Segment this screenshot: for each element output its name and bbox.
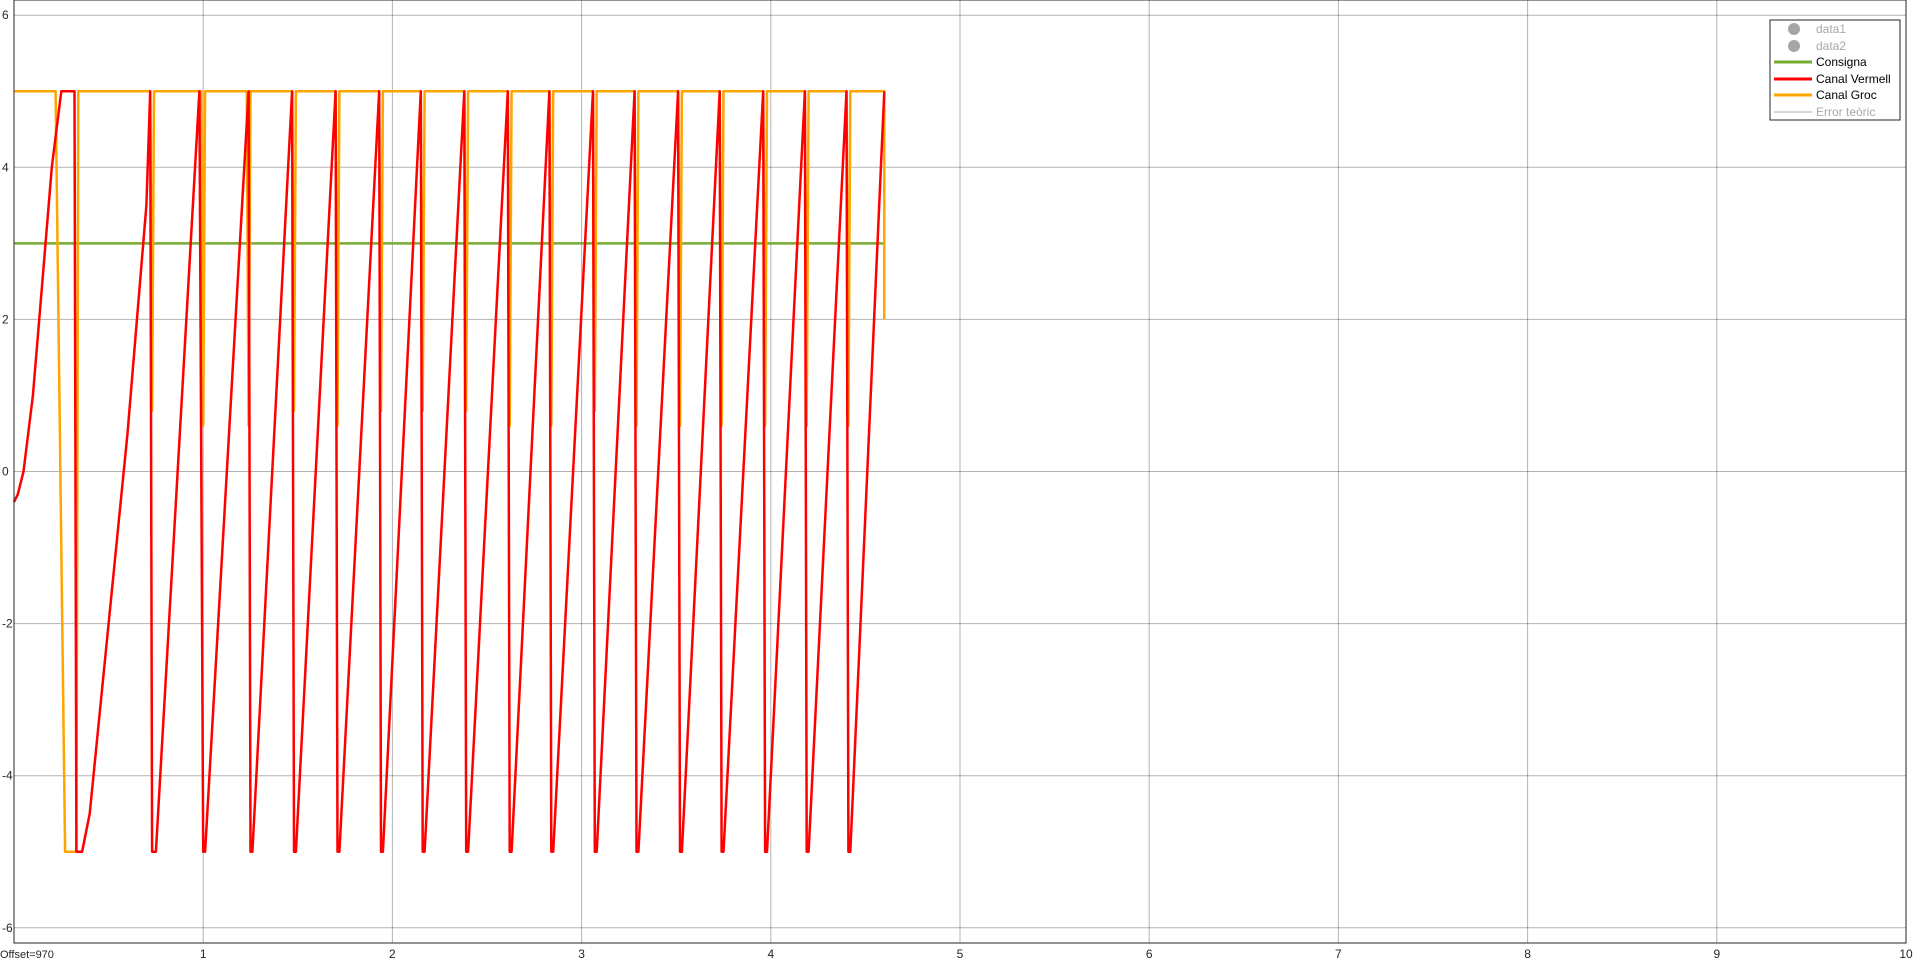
legend-label-error-teoric: Error teòric — [1816, 105, 1875, 119]
x-tick-label: 4 — [767, 947, 774, 961]
x-tick-label: 10 — [1899, 947, 1913, 961]
x-tick-label: 6 — [1146, 947, 1153, 961]
legend-label-canal-vermell: Canal Vermell — [1816, 72, 1891, 86]
x-tick-label: 3 — [578, 947, 585, 961]
legend-label-consigna: Consigna — [1816, 55, 1867, 69]
legend-label-canal-groc: Canal Groc — [1816, 88, 1877, 102]
x-tick-label: 1 — [200, 947, 207, 961]
y-tick-label: -6 — [2, 921, 13, 935]
y-tick-label: 6 — [2, 8, 9, 22]
x-tick-label: 2 — [389, 947, 396, 961]
x-tick-label: 9 — [1713, 947, 1720, 961]
legend-label-data2: data2 — [1816, 39, 1846, 53]
legend-marker-data1 — [1788, 23, 1800, 35]
y-tick-label: 0 — [2, 465, 9, 479]
y-tick-label: 2 — [2, 312, 9, 326]
y-tick-label: 4 — [2, 160, 9, 174]
legend-label-data1: data1 — [1816, 22, 1846, 36]
y-tick-label: -2 — [2, 617, 13, 631]
y-tick-label: -4 — [2, 769, 13, 783]
x-tick-label: 8 — [1524, 947, 1531, 961]
x-tick-label: 7 — [1335, 947, 1342, 961]
legend[interactable]: data1 data2 Consigna Canal Vermell Canal… — [1770, 20, 1900, 120]
offset-label: Offset=970 — [0, 949, 54, 961]
x-tick-label: 5 — [957, 947, 964, 961]
legend-marker-data2 — [1788, 40, 1800, 52]
